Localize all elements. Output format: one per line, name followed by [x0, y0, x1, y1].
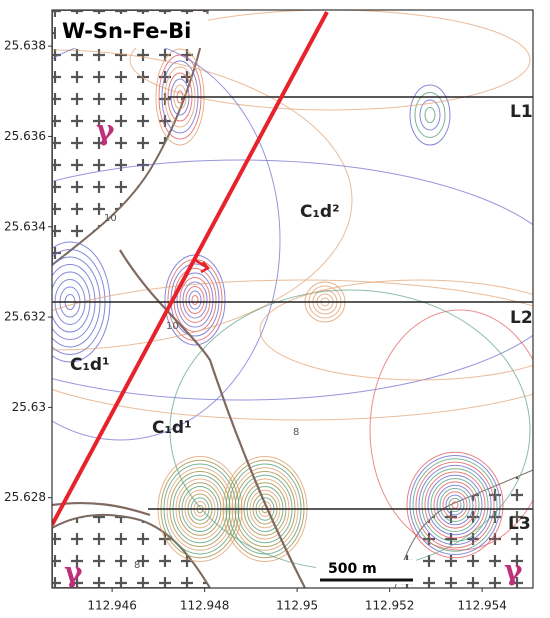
contour	[424, 471, 486, 539]
y-tick-label: 25.634	[4, 219, 46, 233]
fault	[52, 11, 329, 526]
x-tick-label: 112.948	[180, 599, 230, 613]
y-tick-label: 25.636	[4, 129, 46, 143]
contour	[418, 464, 492, 546]
contour	[191, 295, 199, 305]
contour	[52, 49, 353, 351]
contour	[188, 290, 202, 310]
contour	[409, 84, 451, 146]
title: W-Sn-Fe-Bi	[62, 19, 191, 43]
granite-area	[52, 513, 212, 588]
contour	[179, 277, 211, 323]
contour	[409, 455, 501, 555]
x-tick-label: 112.95	[276, 599, 318, 613]
title-box	[56, 14, 208, 48]
contour	[176, 272, 214, 328]
frame	[51, 9, 534, 589]
unit-label: C₁d¹	[70, 355, 110, 375]
contour	[52, 279, 533, 421]
contour	[439, 488, 471, 522]
contour	[424, 107, 436, 123]
profile-label: L3	[508, 514, 531, 534]
contour-label: 10	[166, 321, 179, 332]
contour	[421, 468, 489, 542]
contour	[182, 281, 208, 319]
contour-label: 10	[104, 213, 117, 224]
contour	[445, 494, 465, 516]
y-tick-label: 25.632	[4, 310, 46, 324]
x-tick-label: 112.952	[365, 599, 415, 613]
x-tick-label: 112.946	[87, 599, 137, 613]
granite-area	[394, 469, 533, 588]
contour	[406, 451, 504, 559]
contour	[436, 484, 474, 526]
contour	[259, 279, 533, 381]
contour-label: 8	[293, 427, 299, 438]
y-tick-label: 25.638	[4, 39, 46, 53]
profile-label: L1	[510, 102, 533, 122]
scale-label: 500 m	[328, 561, 377, 577]
geology	[52, 10, 533, 588]
contour	[433, 481, 477, 529]
granite-label: γ	[504, 554, 523, 587]
profile-label: L2	[510, 308, 533, 328]
contour	[129, 10, 531, 111]
contour	[448, 497, 462, 513]
unit-label: C₁d¹	[152, 418, 192, 438]
contour	[442, 491, 468, 519]
contour	[412, 458, 498, 552]
contour-label: 8	[134, 560, 140, 571]
y-tick-label: 25.628	[4, 490, 46, 504]
contour	[52, 159, 533, 401]
contour	[427, 474, 483, 536]
contour	[414, 92, 446, 138]
fault-arrow	[194, 258, 210, 274]
contour	[415, 461, 495, 549]
contour	[419, 99, 441, 131]
contour	[185, 286, 205, 314]
contour	[369, 309, 533, 551]
granite-label: γ	[96, 114, 115, 147]
boundary	[119, 249, 306, 588]
granite-label: γ	[64, 556, 83, 589]
x-tick-label: 112.954	[457, 599, 507, 613]
contour	[430, 478, 480, 532]
y-tick-label: 25.63	[12, 400, 46, 414]
unit-label: C₁d²	[300, 202, 340, 222]
